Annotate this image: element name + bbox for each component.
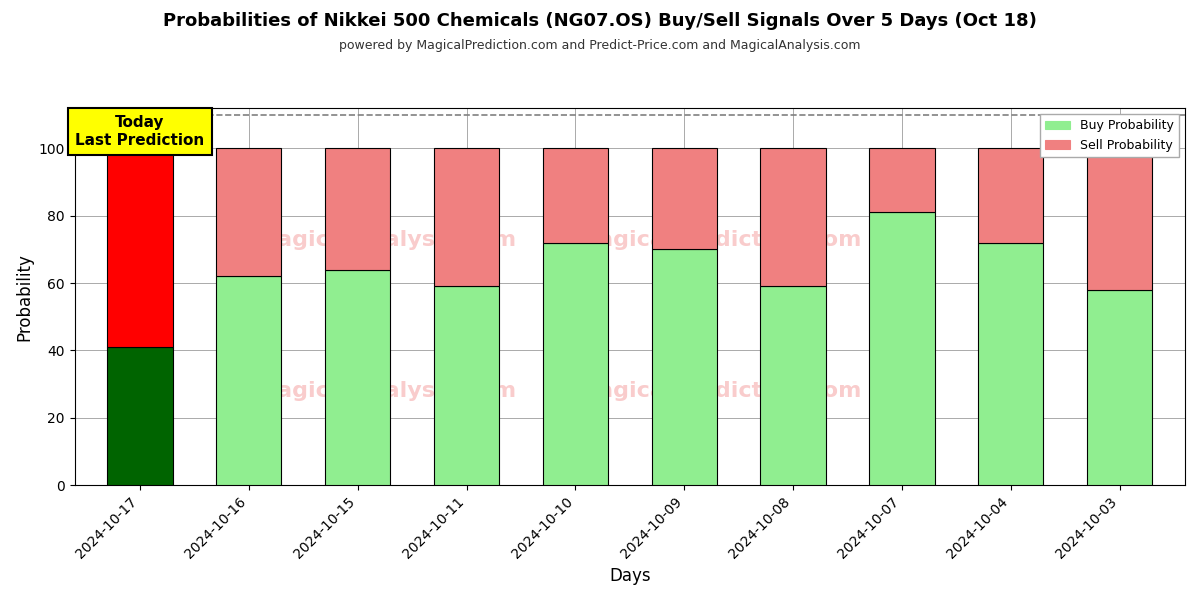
Bar (325, 148, 390, 269)
Legend: Buy Probability, Sell Probability: Buy Probability, Sell Probability (1040, 114, 1178, 157)
Bar (761, 148, 826, 286)
Bar (869, 148, 935, 212)
Bar (107, 148, 173, 347)
Bar (325, 269, 390, 485)
Bar (542, 148, 608, 243)
Bar (1087, 290, 1152, 485)
Bar (216, 277, 282, 485)
Text: MagicalPrediction.com: MagicalPrediction.com (576, 381, 862, 401)
Text: Today
Last Prediction: Today Last Prediction (76, 115, 204, 148)
Bar (652, 148, 716, 250)
Text: Probabilities of Nikkei 500 Chemicals (NG07.OS) Buy/Sell Signals Over 5 Days (Oc: Probabilities of Nikkei 500 Chemicals (N… (163, 12, 1037, 30)
Text: MagicalPrediction.com: MagicalPrediction.com (576, 230, 862, 250)
Bar (434, 148, 499, 286)
Text: MagicalAnalysis.com: MagicalAnalysis.com (254, 230, 516, 250)
Bar (869, 212, 935, 485)
Bar (978, 148, 1044, 243)
Bar (1087, 148, 1152, 290)
Bar (216, 148, 282, 277)
Bar (434, 286, 499, 485)
Bar (542, 243, 608, 485)
Text: MagicalAnalysis.com: MagicalAnalysis.com (254, 381, 516, 401)
X-axis label: Days: Days (610, 567, 650, 585)
Bar (652, 250, 716, 485)
Bar (978, 243, 1044, 485)
Text: powered by MagicalPrediction.com and Predict-Price.com and MagicalAnalysis.com: powered by MagicalPrediction.com and Pre… (340, 38, 860, 52)
Bar (761, 286, 826, 485)
Bar (107, 347, 173, 485)
Y-axis label: Probability: Probability (16, 253, 34, 341)
